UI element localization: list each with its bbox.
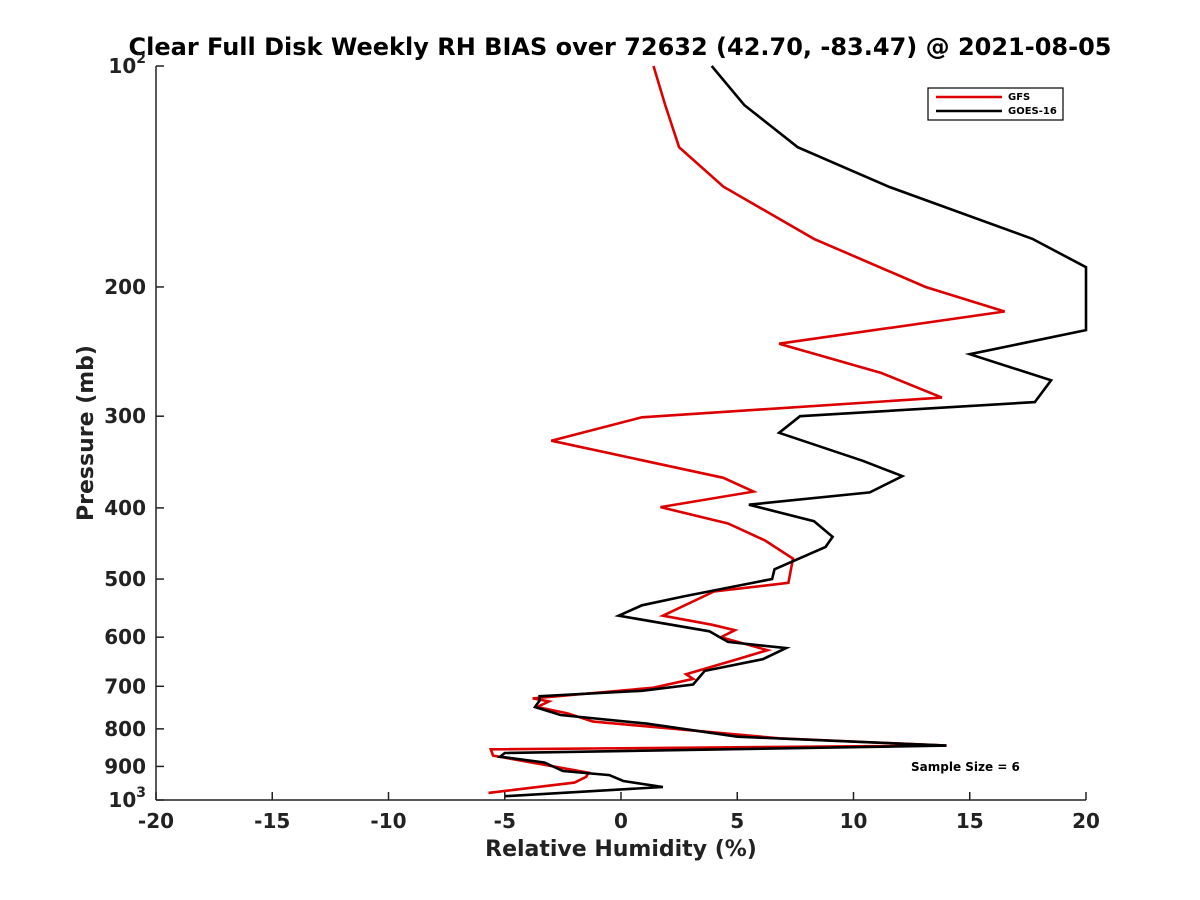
y-axis-label: Pressure (mb) [74, 345, 99, 521]
x-tick-label: 15 [956, 809, 984, 833]
y-tick-label: 600 [104, 625, 146, 649]
plot-area: -20 -15 -10 -5 0 5 10 15 20 102 200 300 400 500 600 70… [104, 51, 1100, 833]
x-tick-label: 0 [614, 809, 628, 833]
x-ticks: -20 -15 -10 -5 0 5 10 15 20 [138, 792, 1100, 833]
y-tick-label: 900 [104, 754, 146, 778]
legend: GFS GOES-16 [927, 87, 1064, 121]
x-axis-label: Relative Humidity (%) [485, 837, 757, 862]
y-tick-label: 300 [104, 404, 146, 428]
series-line-gfs [488, 65, 1005, 795]
chart-title: Clear Full Disk Weekly RH BIAS over 7263… [129, 33, 1112, 61]
x-tick-label: 10 [840, 809, 868, 833]
y-ticks: 102 200 300 400 500 600 700 800 900 103 [104, 51, 164, 812]
y-tick-label: 800 [104, 717, 146, 741]
x-tick-label: 20 [1072, 809, 1100, 833]
x-tick-label: 5 [730, 809, 744, 833]
x-tick-label: -10 [370, 809, 406, 833]
y-tick-label: 200 [104, 275, 146, 299]
x-tick-label: -5 [494, 809, 516, 833]
y-tick-label: 700 [104, 674, 146, 698]
legend-label-goes16: GOES-16 [1008, 106, 1057, 117]
x-tick-label: -15 [254, 809, 290, 833]
y-tick-label: 400 [104, 496, 146, 520]
legend-box [927, 87, 1064, 121]
y-tick-label: 500 [104, 567, 146, 591]
y-tick-label: 102 [108, 51, 146, 78]
series-line-goes-16 [496, 65, 1088, 798]
sample-size-annotation: Sample Size = 6 [911, 760, 1020, 774]
series-layer [488, 65, 1088, 798]
y-tick-label: 103 [108, 785, 146, 812]
legend-label-gfs: GFS [1008, 92, 1030, 103]
x-tick-label: -20 [138, 809, 174, 833]
